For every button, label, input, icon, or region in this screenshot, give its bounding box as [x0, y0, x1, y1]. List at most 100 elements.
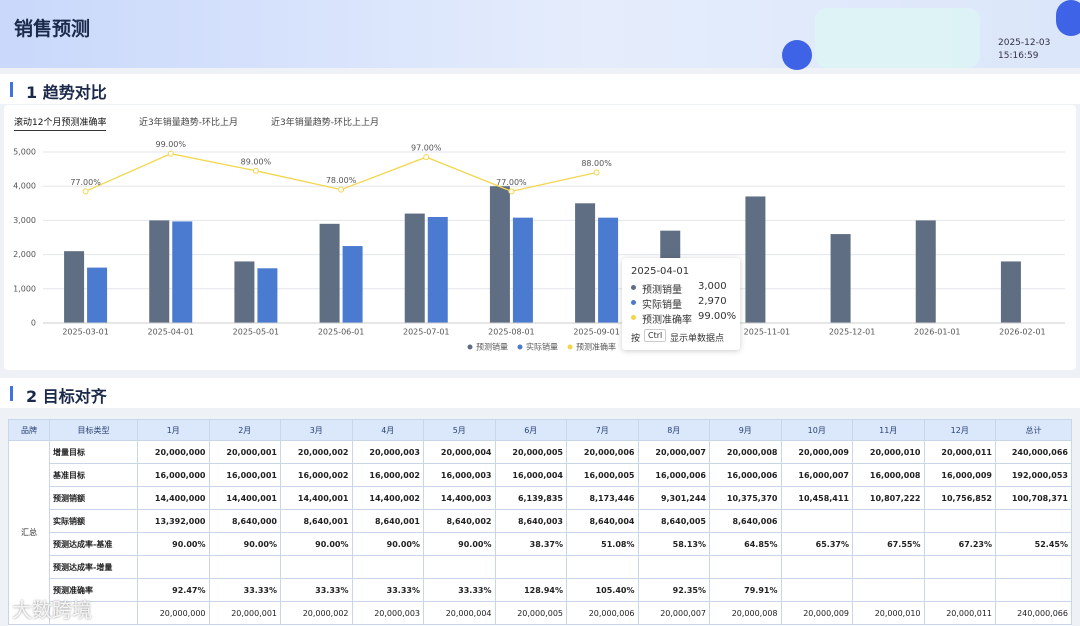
table-cell: 90.00% — [138, 533, 210, 556]
time: 15:16:59 — [998, 51, 1039, 61]
section-header: 1 趋势对比 — [0, 74, 1080, 104]
column-header: 总计 — [996, 419, 1072, 441]
tab[interactable]: 近3年销量趋势-环比上上月 — [271, 118, 379, 128]
table-cell: 14,400,001 — [281, 487, 353, 510]
x-tick-label: 2025-04-01 — [148, 328, 195, 337]
table-cell: 8,640,006 — [710, 510, 782, 533]
table-cell: 65.37% — [781, 533, 853, 556]
x-tick-label: 2026-02-01 — [999, 328, 1046, 337]
x-tick-label: 2026-01-01 — [914, 328, 961, 337]
table-cell: 20,000,008 — [710, 441, 782, 464]
table-cell: 128.94% — [495, 579, 567, 602]
table-cell — [996, 556, 1072, 579]
table-cell — [567, 556, 639, 579]
table-cell: 100,708,371 — [996, 487, 1072, 510]
x-tick-label: 2025-08-01 — [488, 328, 535, 337]
tab[interactable]: 近3年销量趋势-环比上月 — [139, 118, 238, 128]
bar — [234, 261, 255, 323]
tooltip-swatch — [631, 315, 636, 320]
table-cell: 240,000,066 — [996, 441, 1072, 464]
x-tick-label: 2025-06-01 — [318, 328, 365, 337]
tooltip-name: 预测准确率 — [642, 315, 692, 326]
table-cell — [924, 510, 996, 533]
table-cell: 33.33% — [424, 579, 496, 602]
bar — [489, 186, 510, 323]
table-cell — [996, 510, 1072, 533]
column-header: 9月 — [710, 419, 782, 441]
table-cell: 10,807,222 — [853, 487, 925, 510]
column-header: 12月 — [924, 419, 996, 441]
y-tick-label: 3,000 — [13, 216, 36, 225]
table-cell — [352, 556, 424, 579]
x-tick-label: 2025-03-01 — [62, 328, 109, 337]
table-cell: 16,000,009 — [924, 464, 996, 487]
table-cell — [781, 510, 853, 533]
table-cell: 90.00% — [209, 533, 281, 556]
bar — [64, 251, 85, 323]
y-tick-label: 1,000 — [13, 284, 36, 293]
table-cell: 20,000,003 — [352, 602, 424, 625]
table-cell: 16,000,006 — [638, 464, 710, 487]
bar — [915, 220, 936, 323]
column-header: 6月 — [495, 419, 567, 441]
table-cell: 20,000,010 — [853, 602, 925, 625]
table-cell: 14,400,002 — [352, 487, 424, 510]
data-label: 99.00% — [155, 140, 186, 149]
table-cell: 16,000,007 — [781, 464, 853, 487]
table-cell — [710, 556, 782, 579]
table-cell: 20,000,007 — [638, 441, 710, 464]
table-cell: 8,640,002 — [424, 510, 496, 533]
table-cell — [209, 556, 281, 579]
tooltip-swatch — [631, 285, 636, 290]
table-cell: 33.33% — [281, 579, 353, 602]
bar — [512, 217, 533, 323]
table-cell: 92.47% — [138, 579, 210, 602]
logo-icon — [782, 40, 812, 70]
y-tick-label: 2,000 — [13, 250, 36, 259]
y-tick-label: 5,000 — [13, 148, 36, 157]
table-cell: 20,000,001 — [209, 441, 281, 464]
data-label: 97.00% — [411, 144, 442, 153]
table-cell — [281, 556, 353, 579]
table-cell — [853, 510, 925, 533]
table-cell: 20,000,006 — [567, 602, 639, 625]
tooltip: 2025-04-01 预测销量 3,000 实际销量 2,970 预测准确率 99.00% 按… — [622, 258, 740, 350]
table-cell — [638, 556, 710, 579]
table-cell: 20,000,010 — [853, 441, 925, 464]
avatar[interactable] — [1056, 0, 1080, 36]
tooltip-name: 预测销量 — [642, 285, 682, 296]
legend-label: 预测销量 — [476, 342, 508, 352]
table-cell: 33.33% — [209, 579, 281, 602]
y-tick-label: 0 — [31, 319, 36, 328]
table-cell: 20,000,007 — [638, 602, 710, 625]
legend-label: 预测准确率 — [576, 342, 616, 352]
table-cell: 105.40% — [567, 579, 639, 602]
table-cell: 90.00% — [352, 533, 424, 556]
table-cell — [853, 556, 925, 579]
table-cell: 9,301,244 — [638, 487, 710, 510]
table-cell: 10,756,852 — [924, 487, 996, 510]
table-cell — [924, 556, 996, 579]
column-header: 11月 — [853, 419, 925, 441]
tab[interactable]: 滚动12个月预测准确率 — [14, 115, 107, 131]
x-tick-label: 2025-12-01 — [829, 328, 876, 337]
table-cell: 92.35% — [638, 579, 710, 602]
bar — [257, 268, 278, 323]
table-cell: 20,000,000 — [138, 602, 210, 625]
table-cell: 16,000,004 — [495, 464, 567, 487]
tooltip-name: 实际销量 — [642, 300, 682, 311]
table: 品牌 目标类型 1月 2月 3月 4月 5月 6月 7月 8月 9月 10月 11月 12月 总计 汇总 增量目… — [8, 419, 1072, 626]
table-cell — [495, 556, 567, 579]
table-cell: 20,000,009 — [781, 441, 853, 464]
row-label: 预测销额 — [50, 487, 138, 510]
table-cell — [996, 579, 1072, 602]
table-cell: 16,000,002 — [352, 464, 424, 487]
point — [167, 150, 174, 157]
table-cell: 6,139,835 — [495, 487, 567, 510]
row-label — [50, 602, 138, 625]
row-label: 实际销额 — [50, 510, 138, 533]
table-cell: 51.08% — [567, 533, 639, 556]
data-label: 77.00% — [70, 178, 101, 187]
table-cell: 52.45% — [996, 533, 1072, 556]
bar — [745, 196, 766, 323]
